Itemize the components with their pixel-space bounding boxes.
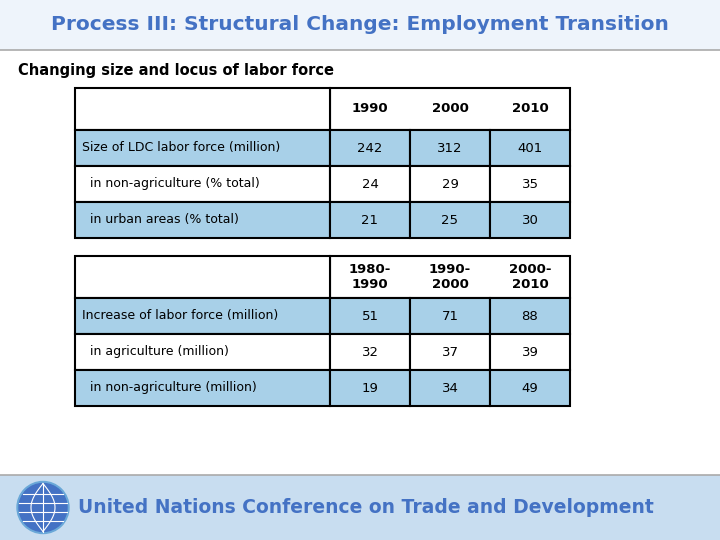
Bar [410, 334, 490, 370]
Text: 24: 24 [361, 178, 379, 191]
Text: 1990-
2000: 1990- 2000 [429, 263, 471, 291]
Bar [75, 298, 330, 334]
Text: 71: 71 [441, 309, 459, 322]
Text: 51: 51 [361, 309, 379, 322]
Bar [75, 88, 330, 130]
Bar [490, 334, 570, 370]
Text: United Nations Conference on Trade and Development: United Nations Conference on Trade and D… [78, 498, 654, 517]
Text: 312: 312 [437, 141, 463, 154]
Bar [330, 88, 570, 130]
Text: 21: 21 [361, 213, 379, 226]
Text: 2010: 2010 [512, 103, 549, 116]
Bar [75, 370, 330, 406]
Bar [490, 130, 570, 166]
Text: Increase of labor force (million): Increase of labor force (million) [82, 309, 278, 322]
Text: 32: 32 [361, 346, 379, 359]
Bar [330, 202, 410, 238]
Bar [410, 130, 490, 166]
Text: 25: 25 [441, 213, 459, 226]
Text: 242: 242 [357, 141, 383, 154]
Text: 2000-
2010: 2000- 2010 [509, 263, 552, 291]
Text: 34: 34 [441, 381, 459, 395]
Text: 37: 37 [441, 346, 459, 359]
Bar [490, 370, 570, 406]
Text: 35: 35 [521, 178, 539, 191]
Text: 1990: 1990 [351, 103, 388, 116]
Bar [75, 334, 330, 370]
Circle shape [17, 482, 69, 534]
Text: 2000: 2000 [431, 103, 469, 116]
Bar [330, 130, 410, 166]
Bar [0, 475, 720, 540]
Text: 1980-
1990: 1980- 1990 [348, 263, 391, 291]
Text: in urban areas (% total): in urban areas (% total) [82, 213, 239, 226]
Bar [490, 298, 570, 334]
Bar [330, 256, 570, 298]
Bar [330, 370, 410, 406]
Text: 401: 401 [518, 141, 543, 154]
Text: in non-agriculture (% total): in non-agriculture (% total) [82, 178, 260, 191]
Bar [75, 130, 330, 166]
Bar [75, 256, 330, 298]
Bar [330, 334, 410, 370]
Text: Size of LDC labor force (million): Size of LDC labor force (million) [82, 141, 280, 154]
Bar [410, 370, 490, 406]
Text: Changing size and locus of labor force: Changing size and locus of labor force [18, 63, 334, 78]
Bar [410, 202, 490, 238]
Text: in agriculture (million): in agriculture (million) [82, 346, 229, 359]
Text: 29: 29 [441, 178, 459, 191]
Text: 30: 30 [521, 213, 539, 226]
Text: in non-agriculture (million): in non-agriculture (million) [82, 381, 257, 395]
Bar [410, 298, 490, 334]
Bar [330, 298, 410, 334]
Circle shape [19, 483, 67, 531]
Bar [410, 166, 490, 202]
Bar [0, 0, 720, 50]
Text: 39: 39 [521, 346, 539, 359]
Bar [490, 202, 570, 238]
Bar [330, 166, 410, 202]
Bar [75, 166, 330, 202]
Bar [490, 166, 570, 202]
Text: Process III: Structural Change: Employment Transition: Process III: Structural Change: Employme… [51, 16, 669, 35]
Bar [75, 202, 330, 238]
Text: 88: 88 [521, 309, 539, 322]
Text: 49: 49 [521, 381, 539, 395]
Text: 19: 19 [361, 381, 379, 395]
